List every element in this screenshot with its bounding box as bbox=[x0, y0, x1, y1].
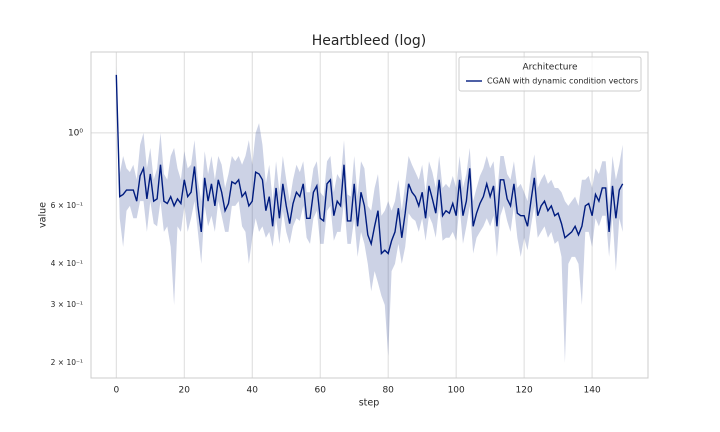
x-tick-label: 60 bbox=[314, 386, 326, 396]
line bbox=[115, 74, 624, 256]
legend-label: CGAN with dynamic condition vectors bbox=[487, 77, 638, 86]
legend-box bbox=[458, 56, 642, 92]
y-tick-label: 6 × 10⁻¹ bbox=[51, 201, 83, 210]
x-tick-label: 80 bbox=[382, 386, 394, 396]
x-tick-label: 120 bbox=[516, 386, 533, 396]
y-tick-label: 3 × 10⁻¹ bbox=[51, 300, 83, 309]
y-tick-label: 2 × 10⁻¹ bbox=[51, 358, 83, 367]
y-tick-label: 10⁰ bbox=[68, 128, 83, 138]
x-tick-label: 20 bbox=[179, 386, 191, 396]
x-tick-label: 40 bbox=[247, 386, 259, 396]
legend-title: Architecture bbox=[522, 63, 578, 73]
plot-frame bbox=[90, 51, 649, 379]
chart-title: Heartbleed (log) bbox=[312, 33, 427, 49]
y-tick-label: 4 × 10⁻¹ bbox=[51, 259, 83, 268]
x-tick-label: 140 bbox=[584, 386, 601, 396]
x-tick-label: 100 bbox=[448, 386, 465, 396]
y-axis-label: value bbox=[38, 202, 49, 228]
confidence-band bbox=[116, 65, 623, 363]
x-axis-label: step bbox=[359, 398, 380, 409]
x-tick-label: 0 bbox=[113, 386, 119, 396]
